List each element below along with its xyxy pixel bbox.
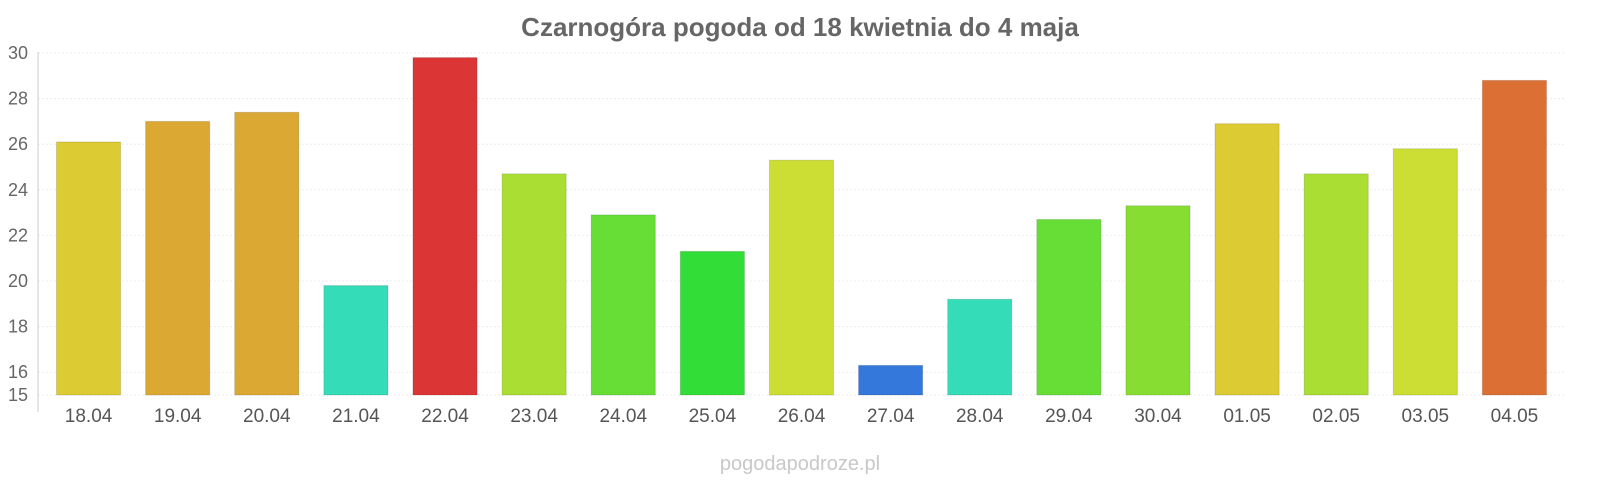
bar-02-05: [1303, 173, 1369, 396]
y-tick-label: 28: [8, 89, 28, 109]
x-tick-label: 30.04: [1134, 406, 1182, 427]
bar-27-04: [858, 364, 924, 396]
x-tick-label: 02.05: [1312, 406, 1360, 427]
x-tick-label: 23.04: [510, 406, 558, 427]
x-tick-label: 20.04: [243, 406, 291, 427]
bar-22-04: [412, 57, 478, 396]
y-tick-label: 30: [8, 43, 28, 63]
x-tick-label: 29.04: [1045, 406, 1093, 427]
bar-18-04: [55, 141, 122, 396]
y-tick-label: 26: [8, 134, 28, 154]
bar-21-04: [323, 285, 389, 396]
y-tick-label: 18: [8, 317, 28, 337]
x-tick-label: 04.05: [1491, 406, 1539, 427]
x-tick-label: 19.04: [154, 406, 202, 427]
x-tick-label: 24.04: [599, 406, 647, 427]
bar-01-05: [1214, 123, 1280, 396]
bar-03-05: [1392, 148, 1458, 396]
x-tick-label: 03.05: [1402, 406, 1450, 427]
y-axis-ticks: 15 16 18 20 22 24 26 28 30: [8, 43, 28, 405]
y-tick-label: 24: [8, 180, 28, 200]
x-tick-label: 01.05: [1223, 406, 1271, 427]
x-tick-label: 21.04: [332, 406, 380, 427]
y-tick-label: 15: [8, 385, 28, 405]
x-tick-label: 18.04: [65, 406, 113, 427]
watermark: pogodapodroze.pl: [720, 453, 880, 475]
y-tick-label: 22: [8, 225, 28, 245]
x-tick-label: 27.04: [867, 406, 915, 427]
x-tick-label: 28.04: [956, 406, 1004, 427]
x-tick-label: 25.04: [689, 406, 737, 427]
chart-title: Czarnogóra pogoda od 18 kwietnia do 4 ma…: [521, 12, 1079, 42]
bar-24-04: [590, 214, 656, 396]
y-tick-label: 20: [8, 271, 28, 291]
bar-04-05: [1481, 79, 1548, 396]
bar-20-04: [234, 111, 300, 396]
bar-26-04: [768, 159, 835, 396]
bar-29-04: [1036, 218, 1102, 396]
bar-28-04: [947, 298, 1013, 396]
bar-23-04: [501, 173, 567, 396]
bar-25-04: [679, 250, 745, 396]
x-tick-label: 22.04: [421, 406, 469, 427]
y-tick-label: 16: [8, 362, 28, 382]
x-axis-ticks: 18.04 19.04 20.04 21.04 22.04 23.04 24.04 25.04…: [65, 406, 1538, 427]
bars: [55, 57, 1548, 396]
bar-30-04: [1125, 205, 1191, 396]
x-tick-label: 26.04: [778, 406, 826, 427]
bar-19-04: [145, 120, 211, 396]
